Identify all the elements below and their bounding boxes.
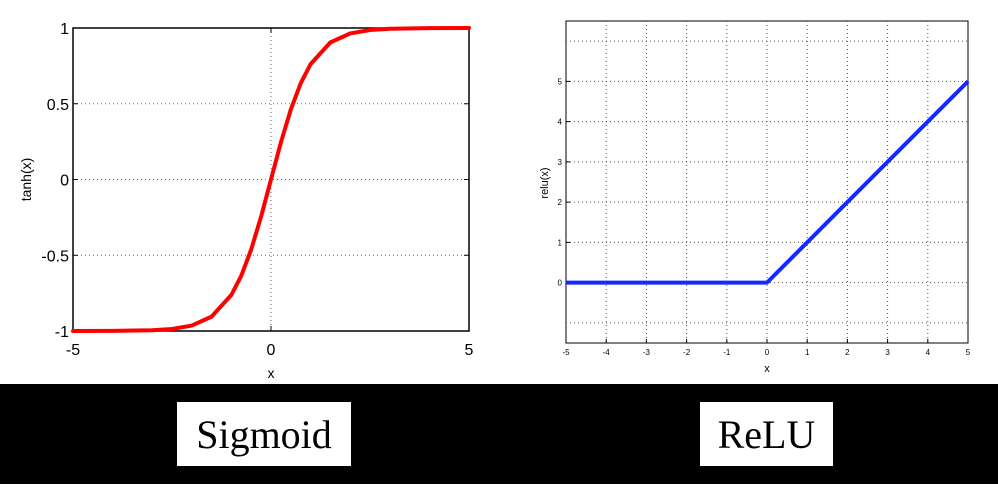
relu-x-tick-label: -4 (603, 348, 611, 357)
relu-y-tick-label: 4 (558, 118, 563, 127)
caption-relu: ReLU (700, 402, 833, 466)
tanh-x-axis-label: x (268, 365, 275, 381)
caption-sigmoid: Sigmoid (177, 402, 351, 466)
relu-y-tick-label: 0 (558, 279, 563, 288)
tanh-y-axis-label: tanh(x) (18, 158, 34, 202)
relu-y-tick-label: 1 (558, 238, 563, 247)
tanh-x-tick-label: -5 (66, 342, 80, 359)
relu-x-tick-label: 5 (966, 348, 971, 357)
tanh-x-tick-label: 5 (465, 342, 474, 359)
tanh-series-line (71, 26, 471, 333)
caption-band (0, 384, 998, 484)
relu-x-tick-label: 0 (765, 348, 770, 357)
relu-x-tick-label: -3 (643, 348, 651, 357)
tanh-chart: -1 -0.5 0 0.5 1 -5 0 5 x tanh(x) (18, 21, 474, 381)
tanh-y-tick-label: -0.5 (41, 248, 69, 265)
tanh-y-tick-label: 1 (60, 21, 69, 38)
relu-series-line (566, 79, 970, 285)
relu-x-tick-label: -1 (723, 348, 731, 357)
tanh-y-tick-label: 0.5 (47, 97, 69, 114)
relu-y-axis-label: relu(x) (539, 167, 551, 198)
relu-y-tick-label: 2 (558, 198, 563, 207)
relu-chart: -5 -4 -3 -2 -1 0 1 2 3 4 5 0 1 2 3 4 5 x relu(x) (539, 20, 971, 375)
relu-y-tick-label: 3 (558, 158, 563, 167)
relu-x-tick-label: -5 (562, 348, 570, 357)
relu-x-tick-label: 1 (805, 348, 810, 357)
tanh-y-tick-label: -1 (55, 324, 69, 341)
relu-x-tick-label: 2 (845, 348, 850, 357)
relu-x-tick-label: -2 (683, 348, 691, 357)
tanh-y-tick-label: 0 (60, 173, 69, 190)
relu-x-tick-label: 4 (926, 348, 931, 357)
relu-x-tick-label: 3 (885, 348, 890, 357)
relu-x-axis-label: x (764, 363, 770, 375)
relu-y-tick-label: 5 (558, 77, 563, 86)
tanh-x-tick-label: 0 (267, 342, 276, 359)
